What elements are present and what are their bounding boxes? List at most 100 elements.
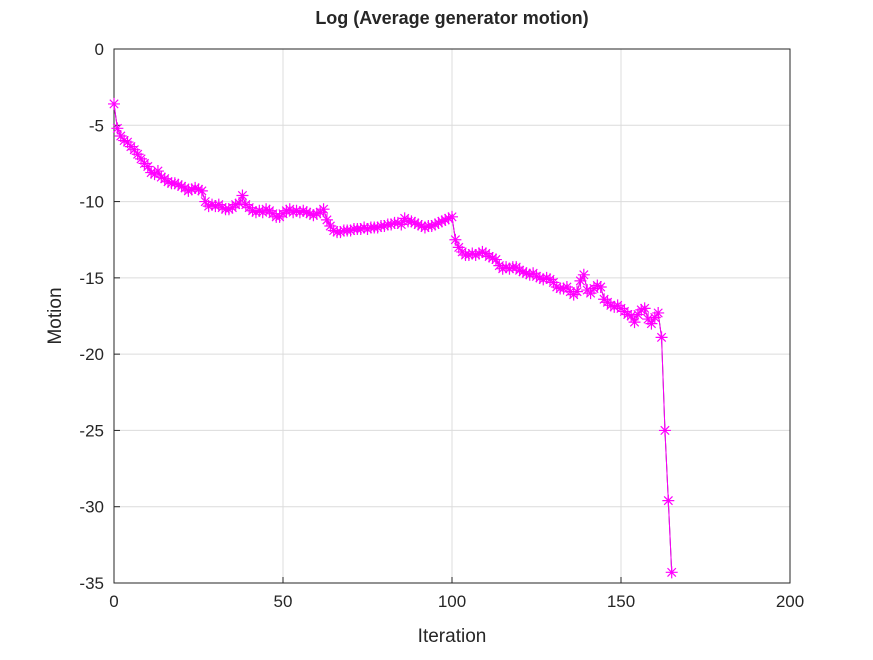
data-point-marker: [111, 122, 124, 135]
axis-ticks: 0 50 100 150 200 0 -5 -10 -15 -20 -25 -30 -35: [79, 40, 804, 611]
data-point-marker: [631, 308, 644, 321]
data-point-marker: [591, 279, 604, 292]
data-point-marker: [466, 247, 479, 260]
data-point-marker: [361, 223, 374, 236]
data-point-marker: [476, 245, 489, 258]
data-point-marker: [280, 204, 293, 217]
data-point-marker: [645, 317, 658, 330]
data-point-marker: [108, 97, 120, 110]
data-point-marker: [209, 200, 222, 213]
data-point-marker: [652, 306, 665, 319]
data-point-marker: [503, 262, 516, 275]
data-point-marker: [317, 203, 330, 216]
data-point-marker: [172, 178, 185, 191]
data-point-marker: [540, 271, 553, 284]
data-point-marker: [489, 253, 502, 266]
data-point-marker: [185, 183, 198, 196]
data-point-marker: [175, 180, 188, 193]
data-point-marker: [513, 264, 526, 277]
data-point-marker: [415, 219, 428, 232]
data-point-marker: [195, 184, 208, 197]
data-point-marker: [658, 424, 671, 437]
data-point-marker: [246, 204, 259, 217]
data-point-marker: [182, 184, 195, 197]
data-point-marker: [486, 252, 499, 265]
data-point-marker: [520, 267, 533, 280]
data-point-marker: [418, 221, 431, 234]
data-point-marker: [635, 303, 648, 316]
data-point-marker: [260, 203, 273, 216]
data-point-marker: [297, 204, 310, 217]
data-point-marker: [429, 218, 442, 231]
data-point-marker: [371, 221, 384, 234]
data-point-marker: [547, 276, 560, 289]
data-point-marker: [638, 302, 651, 315]
y-tick-label: 0: [95, 40, 104, 59]
data-point-marker: [114, 129, 127, 142]
x-tick-label: 0: [109, 592, 118, 611]
data-point-marker: [290, 204, 303, 217]
data-point-marker: [469, 248, 482, 261]
data-point-marker: [378, 219, 391, 232]
x-tick-label: 50: [274, 592, 293, 611]
y-tick-label: -20: [79, 345, 104, 364]
data-point-marker: [550, 281, 563, 294]
data-point-marker: [449, 233, 462, 246]
y-tick-label: -10: [79, 193, 104, 212]
grid: [113, 48, 791, 584]
x-tick-label: 200: [776, 592, 804, 611]
data-point-marker: [665, 566, 678, 579]
data-point-marker: [222, 203, 235, 216]
data-point-marker: [358, 221, 371, 234]
data-point-marker: [594, 281, 607, 294]
data-point-marker: [604, 299, 617, 312]
data-point-marker: [662, 494, 675, 507]
data-point-marker: [304, 207, 317, 220]
data-point-marker: [523, 268, 536, 281]
data-point-marker: [307, 209, 320, 222]
data-point-marker: [473, 247, 486, 260]
data-point-marker: [462, 248, 475, 261]
data-point-marker: [405, 215, 418, 228]
data-point-marker: [249, 206, 262, 219]
data-point-marker: [560, 281, 573, 294]
data-point-marker: [530, 270, 543, 283]
data-point-marker: [435, 215, 448, 228]
data-point-marker: [229, 198, 242, 211]
data-point-marker: [253, 204, 266, 217]
data-point-marker: [320, 213, 333, 226]
data-point-marker: [145, 166, 158, 179]
data-point-marker: [293, 206, 306, 219]
data-point-marker: [533, 271, 546, 284]
data-point-marker: [621, 308, 634, 321]
data-point-marker: [496, 262, 509, 275]
data-point-marker: [199, 195, 212, 208]
data-point-marker: [408, 216, 421, 229]
data-point-marker: [625, 310, 638, 322]
y-tick-label: -15: [79, 269, 104, 288]
series: [108, 97, 678, 579]
x-tick-label: 100: [438, 592, 466, 611]
series-line: [113, 103, 673, 573]
data-point-marker: [574, 274, 587, 287]
data-point-marker: [324, 219, 337, 232]
data-point-marker: [391, 216, 404, 229]
data-point-marker: [135, 152, 148, 165]
data-point-marker: [432, 216, 445, 229]
data-point-marker: [655, 331, 668, 344]
data-point-marker: [189, 181, 202, 194]
data-point-marker: [642, 313, 655, 326]
data-point-marker: [192, 183, 205, 196]
data-point-marker: [216, 201, 229, 214]
data-point-marker: [151, 165, 164, 178]
data-point-marker: [395, 218, 408, 231]
data-point-marker: [334, 226, 347, 239]
x-axis-label: Iteration: [418, 626, 487, 647]
data-point-marker: [206, 198, 219, 211]
x-tick-label: 150: [607, 592, 635, 611]
data-point-marker: [168, 177, 181, 190]
data-point-marker: [162, 175, 175, 188]
data-point-marker: [121, 136, 134, 149]
data-point-marker: [452, 241, 465, 254]
